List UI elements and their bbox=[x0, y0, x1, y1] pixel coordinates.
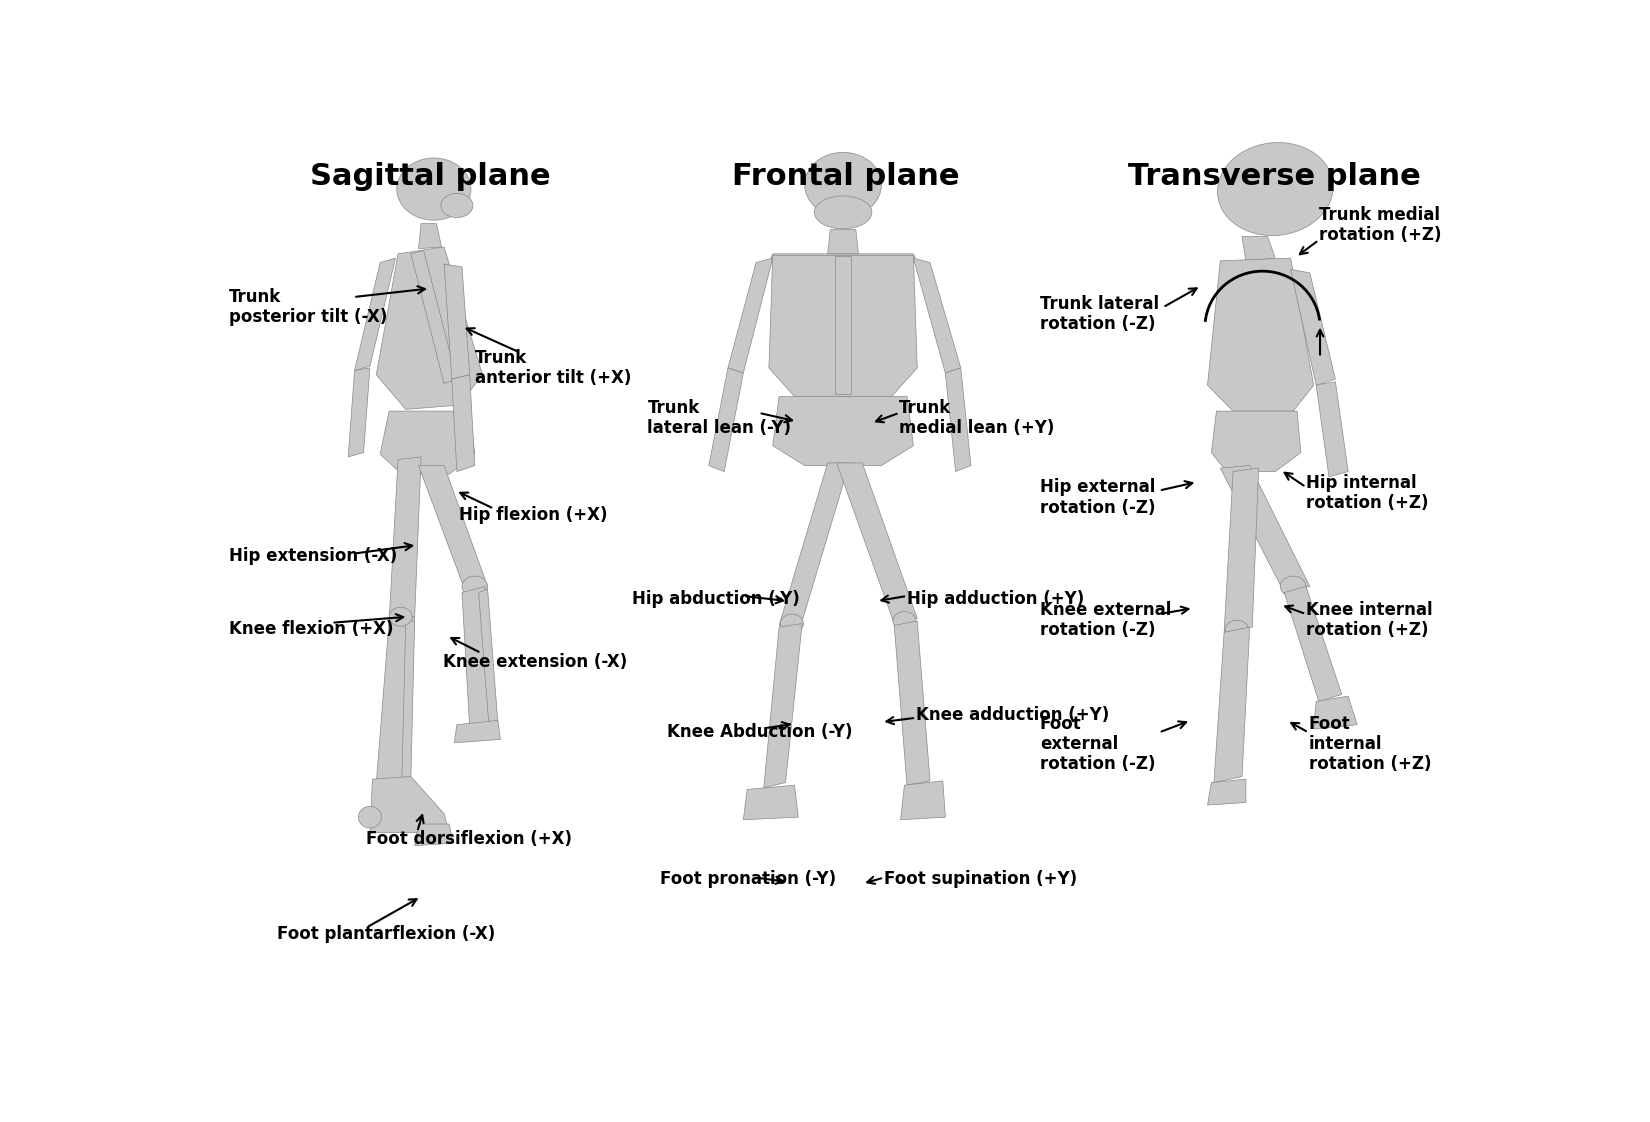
Polygon shape bbox=[370, 776, 449, 833]
Polygon shape bbox=[772, 396, 914, 466]
Polygon shape bbox=[914, 258, 960, 374]
Polygon shape bbox=[779, 463, 850, 625]
Text: Foot
internal
rotation (+Z): Foot internal rotation (+Z) bbox=[1308, 715, 1431, 773]
Polygon shape bbox=[403, 622, 414, 779]
Text: Knee adduction (+Y): Knee adduction (+Y) bbox=[916, 706, 1109, 724]
Polygon shape bbox=[1242, 237, 1275, 260]
Text: Trunk
lateral lean (-Y): Trunk lateral lean (-Y) bbox=[647, 399, 792, 438]
Polygon shape bbox=[1211, 411, 1300, 471]
Text: Foot pronation (-Y): Foot pronation (-Y) bbox=[660, 871, 837, 889]
Polygon shape bbox=[478, 589, 498, 725]
Text: Trunk medial
rotation (+Z): Trunk medial rotation (+Z) bbox=[1318, 206, 1440, 245]
Polygon shape bbox=[764, 624, 802, 788]
Ellipse shape bbox=[815, 196, 871, 229]
Text: Foot
external
rotation (-Z): Foot external rotation (-Z) bbox=[1040, 715, 1155, 773]
Ellipse shape bbox=[893, 611, 916, 631]
Text: Transverse plane: Transverse plane bbox=[1127, 163, 1421, 191]
Text: Knee extension (-X): Knee extension (-X) bbox=[442, 653, 627, 671]
Text: Hip extension (-X): Hip extension (-X) bbox=[229, 548, 398, 565]
Text: Trunk
anterior tilt (+X): Trunk anterior tilt (+X) bbox=[475, 349, 632, 387]
Polygon shape bbox=[945, 368, 970, 471]
Polygon shape bbox=[828, 230, 858, 254]
Polygon shape bbox=[1214, 627, 1249, 783]
Ellipse shape bbox=[1218, 142, 1333, 236]
Polygon shape bbox=[742, 785, 799, 820]
Ellipse shape bbox=[462, 576, 488, 597]
Polygon shape bbox=[894, 622, 931, 785]
Ellipse shape bbox=[441, 193, 474, 218]
Polygon shape bbox=[1208, 258, 1313, 411]
Polygon shape bbox=[769, 254, 917, 263]
Polygon shape bbox=[462, 587, 495, 727]
Text: Trunk
medial lean (+Y): Trunk medial lean (+Y) bbox=[899, 399, 1054, 438]
Polygon shape bbox=[728, 258, 772, 374]
Ellipse shape bbox=[1280, 576, 1307, 597]
Ellipse shape bbox=[805, 153, 881, 218]
Polygon shape bbox=[1221, 466, 1310, 592]
Text: Knee Abduction (-Y): Knee Abduction (-Y) bbox=[667, 724, 851, 742]
Text: Knee external
rotation (-Z): Knee external rotation (-Z) bbox=[1040, 601, 1172, 640]
Polygon shape bbox=[419, 466, 488, 592]
Polygon shape bbox=[348, 368, 370, 457]
Polygon shape bbox=[355, 258, 396, 370]
Text: Hip internal
rotation (+Z): Hip internal rotation (+Z) bbox=[1307, 475, 1429, 513]
Polygon shape bbox=[452, 375, 475, 471]
Ellipse shape bbox=[396, 158, 470, 220]
Polygon shape bbox=[901, 781, 945, 820]
Polygon shape bbox=[414, 824, 454, 846]
Text: Frontal plane: Frontal plane bbox=[733, 163, 959, 191]
Polygon shape bbox=[1224, 468, 1259, 633]
Polygon shape bbox=[411, 250, 457, 384]
Polygon shape bbox=[1284, 587, 1341, 701]
Polygon shape bbox=[389, 457, 421, 622]
Text: Foot plantarflexion (-X): Foot plantarflexion (-X) bbox=[277, 925, 495, 942]
Polygon shape bbox=[835, 256, 851, 394]
Polygon shape bbox=[1317, 381, 1348, 477]
Polygon shape bbox=[454, 720, 500, 743]
Polygon shape bbox=[1290, 269, 1335, 385]
Polygon shape bbox=[1313, 696, 1356, 729]
Text: Trunk lateral
rotation (-Z): Trunk lateral rotation (-Z) bbox=[1040, 295, 1158, 333]
Text: Hip abduction (-Y): Hip abduction (-Y) bbox=[632, 589, 800, 608]
Polygon shape bbox=[376, 247, 482, 410]
Ellipse shape bbox=[389, 607, 412, 626]
Polygon shape bbox=[710, 368, 742, 471]
Text: Hip adduction (+Y): Hip adduction (+Y) bbox=[908, 589, 1084, 608]
Polygon shape bbox=[444, 264, 470, 379]
Polygon shape bbox=[1208, 779, 1246, 806]
Text: Sagittal plane: Sagittal plane bbox=[310, 163, 551, 191]
Ellipse shape bbox=[780, 614, 804, 633]
Text: Hip external
rotation (-Z): Hip external rotation (-Z) bbox=[1040, 478, 1155, 516]
Text: Foot dorsiflexion (+X): Foot dorsiflexion (+X) bbox=[366, 830, 573, 848]
Ellipse shape bbox=[1226, 620, 1249, 640]
Text: Trunk
posterior tilt (-X): Trunk posterior tilt (-X) bbox=[229, 288, 388, 327]
Polygon shape bbox=[837, 463, 917, 624]
Polygon shape bbox=[380, 411, 475, 475]
Ellipse shape bbox=[358, 807, 381, 828]
Text: Hip flexion (+X): Hip flexion (+X) bbox=[459, 506, 607, 524]
Text: Foot supination (+Y): Foot supination (+Y) bbox=[884, 871, 1077, 889]
Polygon shape bbox=[419, 223, 442, 249]
Text: Knee internal
rotation (+Z): Knee internal rotation (+Z) bbox=[1307, 601, 1432, 640]
Polygon shape bbox=[769, 256, 917, 396]
Text: Knee flexion (+X): Knee flexion (+X) bbox=[229, 619, 394, 637]
Polygon shape bbox=[376, 617, 414, 783]
